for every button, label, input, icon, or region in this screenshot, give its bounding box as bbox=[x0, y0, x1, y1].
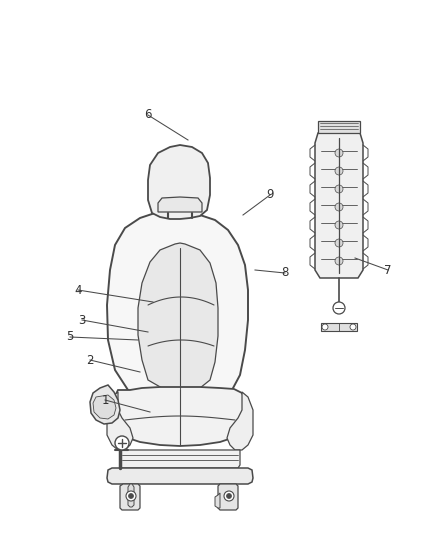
Circle shape bbox=[335, 185, 343, 193]
Circle shape bbox=[335, 257, 343, 265]
Polygon shape bbox=[215, 493, 220, 508]
Text: 3: 3 bbox=[78, 313, 86, 327]
Text: 4: 4 bbox=[74, 284, 82, 296]
Circle shape bbox=[335, 221, 343, 229]
Polygon shape bbox=[227, 392, 253, 450]
Polygon shape bbox=[318, 121, 360, 133]
Circle shape bbox=[226, 494, 232, 498]
Polygon shape bbox=[107, 392, 133, 450]
Circle shape bbox=[126, 491, 136, 501]
Polygon shape bbox=[158, 197, 202, 212]
Text: 5: 5 bbox=[66, 330, 74, 343]
Polygon shape bbox=[128, 484, 134, 507]
Circle shape bbox=[335, 167, 343, 175]
Circle shape bbox=[350, 324, 356, 330]
Text: 7: 7 bbox=[384, 263, 392, 277]
Polygon shape bbox=[90, 385, 120, 424]
Polygon shape bbox=[93, 395, 116, 419]
Text: 9: 9 bbox=[266, 189, 274, 201]
Circle shape bbox=[224, 491, 234, 501]
Circle shape bbox=[335, 203, 343, 211]
Text: 8: 8 bbox=[281, 266, 289, 279]
Text: 6: 6 bbox=[144, 109, 152, 122]
Polygon shape bbox=[315, 133, 363, 278]
Polygon shape bbox=[218, 484, 238, 510]
Polygon shape bbox=[120, 484, 140, 510]
Polygon shape bbox=[321, 323, 357, 331]
Circle shape bbox=[115, 436, 129, 450]
Circle shape bbox=[335, 239, 343, 247]
Polygon shape bbox=[138, 243, 218, 390]
Circle shape bbox=[333, 302, 345, 314]
Polygon shape bbox=[107, 468, 253, 484]
Polygon shape bbox=[120, 450, 240, 468]
Polygon shape bbox=[112, 387, 247, 446]
Text: 2: 2 bbox=[86, 353, 94, 367]
Polygon shape bbox=[148, 145, 210, 219]
Circle shape bbox=[128, 494, 134, 498]
Circle shape bbox=[335, 149, 343, 157]
Polygon shape bbox=[107, 212, 248, 400]
Text: 1: 1 bbox=[101, 393, 109, 407]
Circle shape bbox=[322, 324, 328, 330]
